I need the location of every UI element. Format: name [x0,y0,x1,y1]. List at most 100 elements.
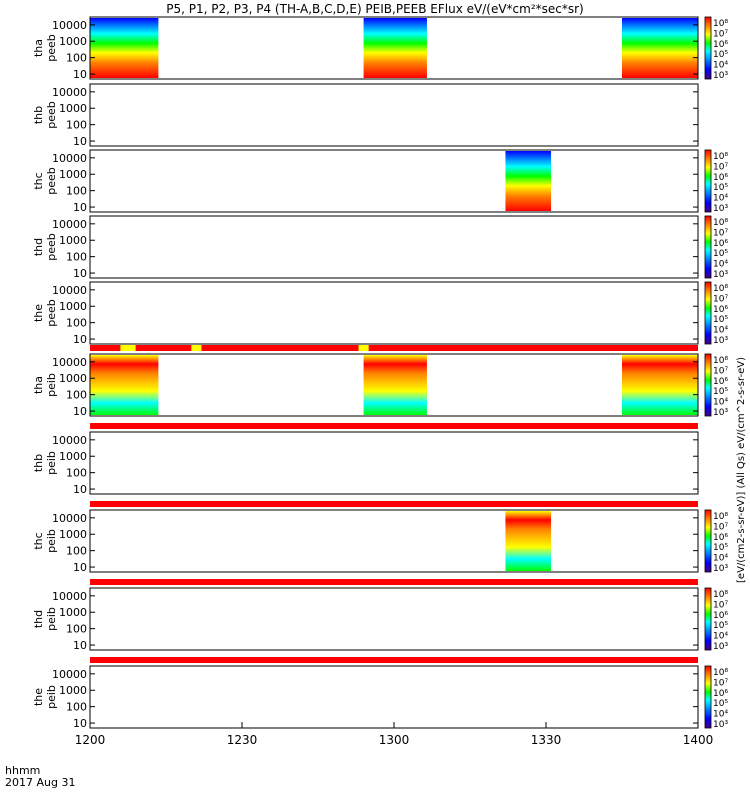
colorbar-tick-label: 10⁷ [713,678,728,688]
colorbar-tick-label: 10⁴ [713,554,728,564]
colorbar-label: [eV/(cm2-s-sr-eV)] (All Qs) eV/(cm^2-s-s… [736,357,747,583]
y-tick-label: 1000 [59,684,87,697]
plot-frame-thd-peeb [89,215,699,279]
colorbar-tick-label: 10⁸ [713,590,728,600]
y-tick-label: 10 [73,135,87,148]
panel-probe-label: thd [32,238,45,256]
panel-instrument-label: peib [45,529,58,553]
status-bar-3 [90,501,698,507]
y-tick-label: 1000 [59,528,87,541]
colorbar-tick-label: 10⁵ [713,621,728,631]
colorbar-tick-label: 10³ [713,720,728,730]
panel-instrument-label: peeb [45,233,58,261]
time-axis-date-label: 2017 Aug 31 [5,776,75,789]
colorbar-tick-label: 10⁵ [713,699,728,709]
colorbar-tick-label: 10⁸ [713,152,728,162]
colorbar-tick-label: 10⁶ [713,689,728,699]
colorbar-thc-peeb [704,149,712,213]
colorbar-tick-label: 10⁸ [713,19,728,29]
colorbar-thd-peeb [704,215,712,279]
panel-instrument-label: peeb [45,34,58,62]
panel-instrument-label: peeb [45,101,58,129]
panel-instrument-label: peib [45,373,58,397]
y-tick-label: 10000 [52,668,87,681]
colorbar-tick-label: 10⁷ [713,228,728,238]
y-tick-label: 100 [66,389,87,402]
status-mark-3 [358,345,369,351]
y-tick-label: 10 [73,201,87,214]
y-tick-label: 10 [73,267,87,280]
panel-thb-peeb: 10000 1000 100 10 thb peeb [32,83,699,148]
y-tick-label: 1000 [59,450,87,463]
colorbar-tick-label: 10⁵ [713,50,728,60]
y-tick-label: 10 [73,639,87,652]
colorbar-the-peib [704,665,712,729]
colorbar-tick-label: 10³ [713,204,728,214]
colorbar-tick-label: 10⁶ [713,377,728,387]
time-axis-hhmm-label: hhmm [5,764,40,777]
panel-instrument-label: peeb [45,167,58,195]
panel-probe-label: thc [32,532,45,549]
y-tick-label: 100 [66,623,87,636]
spectrogram-block-tha-peib-3 [622,355,698,415]
panel-probe-label: thb [32,106,45,124]
status-mark-2 [191,345,202,351]
panel-instrument-label: peib [45,607,58,631]
y-tick-label: 10000 [52,86,87,99]
x-tick-label: 1230 [227,733,258,747]
colorbar-thc-peib [704,509,712,573]
y-tick-label: 10000 [52,284,87,297]
y-tick-label: 100 [66,52,87,65]
y-tick-label: 10000 [52,19,87,32]
y-tick-label: 1000 [59,234,87,247]
colorbar-tick-label: 10³ [713,408,728,418]
spectrogram-block-thc-peeb-1 [505,151,552,211]
panel-probe-label: thc [32,172,45,189]
y-tick-label: 1000 [59,372,87,385]
y-tick-label: 100 [66,119,87,132]
panel-instrument-label: peib [45,685,58,709]
y-tick-label: 1000 [59,102,87,115]
y-tick-label: 100 [66,251,87,264]
x-tick-label: 1400 [683,733,714,747]
panel-instrument-label: peib [45,451,58,475]
x-tick-label: 1300 [379,733,410,747]
colorbar-tick-label: 10⁶ [713,611,728,621]
panel-probe-label: tha [32,39,45,57]
spectrogram-block-tha-peeb-1 [90,18,159,78]
plot-frame-thd-peib [89,587,699,651]
y-tick-label: 10000 [52,512,87,525]
colorbar-tick-label: 10³ [713,564,728,574]
panel-probe-label: thb [32,454,45,472]
colorbar-tick-label: 10⁵ [713,387,728,397]
colorbar-tick-label: 10⁸ [713,512,728,522]
plot-frame-the-peib [89,665,699,729]
colorbar-tick-label: 10³ [713,336,728,346]
colorbar-tick-label: 10⁶ [713,305,728,315]
y-tick-label: 10 [73,717,87,730]
panel-thb-peib: 10000 1000 100 10 thb peib [32,431,699,496]
plot-frame-tha-peib [89,353,699,417]
y-tick-label: 10000 [52,356,87,369]
colorbar-the-peeb [704,281,712,345]
spectrogram-block-tha-peib-2 [363,355,427,415]
y-tick-label: 10 [73,405,87,418]
y-tick-label: 10 [73,68,87,81]
x-tick-label: 1330 [531,733,562,747]
plot-frame-thb-peib [89,431,699,495]
colorbar-tick-label: 10⁸ [713,668,728,678]
colorbar-tick-label: 10⁷ [713,294,728,304]
y-tick-label: 1000 [59,300,87,313]
colorbar-tick-label: 10⁶ [713,239,728,249]
status-bar-1 [90,345,698,351]
colorbar-tick-label: 10⁵ [713,543,728,553]
colorbar-tick-label: 10⁵ [713,315,728,325]
y-tick-label: 100 [66,185,87,198]
colorbar-tick-label: 10⁶ [713,173,728,183]
